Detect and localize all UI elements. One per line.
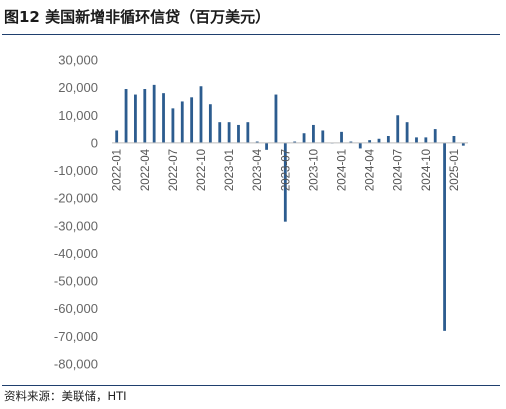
x-tick-label: 2022-07 xyxy=(168,149,180,191)
bar-2024-03 xyxy=(358,142,362,149)
bar-2022-05 xyxy=(152,84,156,143)
bar-2024-08 xyxy=(405,122,409,143)
y-tick-label: -20,000 xyxy=(54,191,98,206)
bar-2025-01 xyxy=(452,136,456,143)
bar-2023-09 xyxy=(302,133,306,143)
source-note: 资料来源：美联储，HTI xyxy=(4,389,127,403)
x-tick-label: 2023-04 xyxy=(252,148,264,191)
x-tick-label: 2022-10 xyxy=(196,149,208,191)
y-tick-label: 0 xyxy=(91,135,98,150)
x-tick-label: 2023-10 xyxy=(308,149,320,191)
y-tick-label: 30,000 xyxy=(58,53,98,68)
x-tick-label: 2022-04 xyxy=(140,148,152,191)
x-tick-label: 2024-10 xyxy=(421,149,433,191)
footer-rule xyxy=(2,385,500,386)
x-axis: 2022-01 2022-04 2022-07 2022-10 2023-01 2023-… xyxy=(112,148,461,191)
x-tick-label: 2024-01 xyxy=(337,149,349,191)
x-tick-label: 2024-04 xyxy=(365,148,377,191)
bar-2023-11 xyxy=(321,130,325,143)
bar-2022-01 xyxy=(115,130,119,143)
y-tick-label: -70,000 xyxy=(54,329,98,344)
bar-2023-08 xyxy=(293,141,297,143)
bar-2022-06 xyxy=(162,93,165,143)
bar-2024-05 xyxy=(377,138,381,143)
x-tick-label: 2023-01 xyxy=(224,149,236,191)
bar-2023-01 xyxy=(227,122,231,143)
title-rule xyxy=(2,34,500,35)
bar-2024-10 xyxy=(424,137,428,143)
bar-2023-04 xyxy=(255,141,259,143)
y-tick-label: -40,000 xyxy=(54,246,98,261)
bar-2022-07 xyxy=(171,108,175,143)
x-tick-label: 2023-07 xyxy=(280,149,292,191)
bar-2022-02 xyxy=(124,89,128,143)
bar-2023-03 xyxy=(246,122,250,143)
bar-2024-11 xyxy=(433,129,437,143)
bar-2022-11 xyxy=(208,104,212,143)
bar-2022-09 xyxy=(190,97,194,143)
y-tick-label: -80,000 xyxy=(54,357,98,372)
bar-2023-06 xyxy=(274,94,278,143)
y-tick-label: 10,000 xyxy=(58,108,98,123)
x-tick-label: 2022-01 xyxy=(112,149,124,191)
bar-2022-08 xyxy=(180,101,184,143)
bar-2024-12 xyxy=(443,142,446,331)
bar-2022-10 xyxy=(199,86,203,143)
y-tick-label: -30,000 xyxy=(54,218,98,233)
x-tick-label: 2024-07 xyxy=(393,149,405,191)
y-tick-label: 20,000 xyxy=(58,80,98,95)
bar-2024-02 xyxy=(349,141,353,143)
bar-series xyxy=(115,84,465,331)
bar-2024-06 xyxy=(386,136,390,143)
bar-2023-07 xyxy=(283,142,287,222)
y-tick-label: -50,000 xyxy=(54,274,98,289)
bar-2022-12 xyxy=(218,122,222,143)
bar-2022-04 xyxy=(143,89,147,143)
y-tick-label: -10,000 xyxy=(54,163,98,178)
bar-2022-03 xyxy=(134,94,137,143)
bar-2024-07 xyxy=(396,115,400,143)
bar-2024-04 xyxy=(368,140,372,143)
bar-2025-02 xyxy=(461,142,465,146)
bar-2024-01 xyxy=(340,131,343,143)
bar-chart: 30,000 20,000 10,000 0 -10,000 -20,000 -30,000… xyxy=(54,53,468,372)
bar-2024-09 xyxy=(415,137,418,143)
y-tick-label: -60,000 xyxy=(54,301,98,316)
chart-title: 图12 美国新增非循环信贷（百万美元） xyxy=(4,8,271,26)
y-axis: 30,000 20,000 10,000 0 -10,000 -20,000 -30,000… xyxy=(54,53,98,372)
bar-2023-02 xyxy=(237,124,240,143)
bar-2023-10 xyxy=(312,124,315,143)
x-tick-label: 2025-01 xyxy=(449,149,461,191)
bar-2023-05 xyxy=(265,142,268,150)
